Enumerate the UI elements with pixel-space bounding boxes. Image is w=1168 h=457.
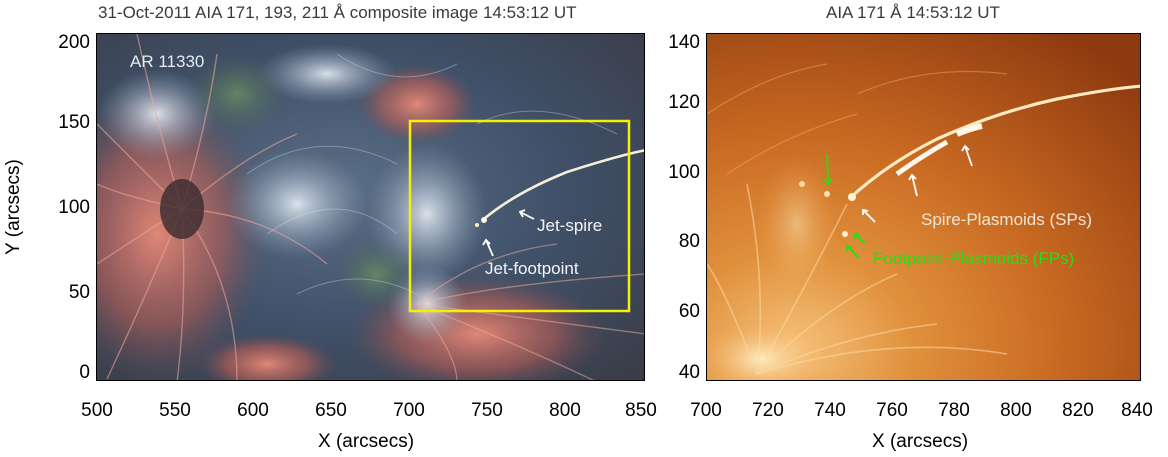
left-x-tick: 650 xyxy=(315,400,347,421)
right-x-tick: 700 xyxy=(690,400,722,421)
right-y-tick: 60 xyxy=(678,301,700,322)
left-x-tick: 600 xyxy=(237,400,269,421)
right-panel-title: AIA 171 Å 14:53:12 UT xyxy=(826,3,1000,22)
left-y-tick: 0 xyxy=(79,362,90,383)
right-x-tick: 760 xyxy=(876,400,908,421)
left-y-tick: 100 xyxy=(58,197,90,218)
left-x-tick: 750 xyxy=(471,400,503,421)
left-panel-title: 31-Oct-2011 AIA 171, 193, 211 Å composit… xyxy=(98,3,577,22)
spire-plasmoids-label: Spire-Plasmoids (SPs) xyxy=(921,210,1092,229)
right-y-tick: 140 xyxy=(668,32,700,53)
left-y-tick: 150 xyxy=(58,112,90,133)
left-x-tick: 800 xyxy=(549,400,581,421)
footpoint-plasmoids-label: Footpoint-Plasmoids (FPs) xyxy=(873,249,1075,268)
right-x-tick: 780 xyxy=(938,400,970,421)
right-x-tick: 720 xyxy=(752,400,784,421)
aia171-image-graphic xyxy=(707,34,1140,380)
composite-image: AR 11330 Jet-spire Jet-footpoint xyxy=(96,33,645,381)
right-x-tick: 820 xyxy=(1062,400,1094,421)
right-x-tick: 740 xyxy=(814,400,846,421)
right-x-tick: 800 xyxy=(1000,400,1032,421)
left-x-tick: 550 xyxy=(159,400,191,421)
composite-image-graphic xyxy=(97,34,644,380)
right-x-axis-label: X (arcsecs) xyxy=(872,431,969,452)
jet-spire-label: Jet-spire xyxy=(537,216,603,235)
left-x-tick: 700 xyxy=(393,400,425,421)
region-label: AR 11330 xyxy=(130,52,205,71)
left-x-axis-label: X (arcsecs) xyxy=(318,431,415,452)
left-y-tick: 50 xyxy=(68,282,90,303)
jet-footpoint-label: Jet-footpoint xyxy=(485,259,579,278)
right-y-tick: 100 xyxy=(668,162,700,183)
right-x-tick: 840 xyxy=(1121,400,1153,421)
right-y-tick: 120 xyxy=(668,92,700,113)
region-of-interest-box xyxy=(408,119,631,313)
right-y-tick: 40 xyxy=(678,362,700,383)
left-x-tick: 850 xyxy=(625,400,657,421)
aia171-image: Spire-Plasmoids (SPs) Footpoint-Plasmoid… xyxy=(706,33,1141,381)
left-x-tick: 500 xyxy=(81,400,113,421)
right-y-tick: 80 xyxy=(678,231,700,252)
left-y-axis-label: Y (arcsecs) xyxy=(2,159,24,255)
left-y-tick: 200 xyxy=(58,32,90,53)
